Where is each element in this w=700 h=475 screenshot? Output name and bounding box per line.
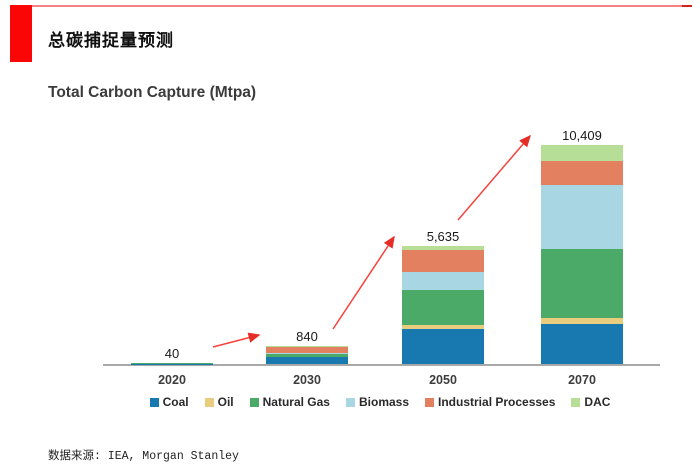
growth-arrow-3 [457, 134, 531, 221]
source-note: 数据来源: IEA, Morgan Stanley [48, 450, 239, 463]
legend-swatch-icon [149, 397, 159, 407]
bar-segment-biomass [402, 272, 484, 291]
value-label-2070: 10,409 [562, 128, 602, 144]
chart-title: Total Carbon Capture (Mtpa) [48, 84, 257, 101]
legend-item-oil: Oil [204, 395, 234, 409]
x-axis-label-2020: 2020 [158, 373, 186, 387]
top-rule-line [10, 5, 682, 7]
bar-segment-dac [402, 245, 484, 250]
legend-label: Natural Gas [262, 395, 330, 409]
bar-segment-dac [541, 145, 623, 161]
legend-label: Coal [162, 395, 189, 409]
chart-legend: Coal Oil Natural Gas Biomass Industrial Proc… [100, 395, 660, 409]
value-label-2020: 40 [164, 346, 180, 362]
legend-label: Biomass [358, 395, 410, 409]
red-accent-block [10, 5, 32, 62]
bar-segment-industrial-processes [402, 249, 484, 273]
bar-segment-natural-gas [266, 354, 348, 357]
legend-item-industrial-processes: Industrial Processes [425, 395, 555, 409]
bar-segment-coal [402, 328, 484, 364]
value-label-2030: 840 [296, 329, 318, 345]
legend-swatch-icon [249, 397, 259, 407]
x-axis-label-2030: 2030 [293, 373, 321, 387]
legend-label: Oil [217, 395, 234, 409]
bar-segment-natural-gas [541, 249, 623, 319]
legend-swatch-icon [204, 397, 214, 407]
legend-label: Industrial Processes [438, 395, 556, 409]
top-rule-end-cap [682, 5, 692, 7]
growth-arrow-2 [332, 235, 395, 330]
legend-item-coal: Coal [149, 395, 189, 409]
legend-item-natural-gas: Natural Gas [249, 395, 330, 409]
bar-segment-biomass [266, 352, 348, 355]
bar-segment-industrial-processes [541, 161, 623, 185]
legend-swatch-icon [571, 397, 581, 407]
bar-segment-coal [541, 324, 623, 364]
x-axis-label-2070: 2070 [568, 373, 596, 387]
x-axis-line [103, 364, 660, 366]
stacked-bar-2050 [402, 245, 484, 364]
value-label-2050: 5,635 [426, 228, 460, 244]
stacked-bar-2030 [266, 346, 348, 364]
legend-swatch-icon [345, 397, 355, 407]
bar-segment-oil [541, 318, 623, 325]
legend-label: DAC [584, 395, 611, 409]
legend-item-biomass: Biomass [345, 395, 410, 409]
x-axis-label-2050: 2050 [429, 373, 457, 387]
growth-arrow-1 [212, 332, 261, 348]
bar-segment-biomass [541, 184, 623, 250]
bar-segment-coal [266, 356, 348, 364]
legend-swatch-icon [425, 397, 435, 407]
stacked-bar-2070 [541, 145, 623, 364]
bar-segment-oil [402, 325, 484, 329]
legend-item-dac: DAC [571, 395, 610, 409]
bar-segment-industrial-processes [266, 346, 348, 353]
stacked-bar-2020 [131, 363, 213, 364]
bar-segment-natural-gas [402, 290, 484, 326]
page-title: 总碳捕捉量预测 [48, 31, 174, 50]
